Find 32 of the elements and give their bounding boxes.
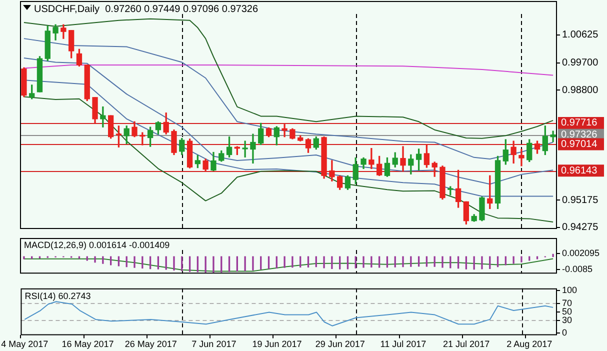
x-tick-label: 7 Jun 2017 — [192, 339, 236, 350]
y-tick-label: 50 — [562, 306, 572, 316]
x-tick-label: 2 Aug 2017 — [506, 339, 552, 350]
y-tick-label: 0.98800 — [562, 84, 599, 96]
ref-line-label: 0.97326 — [561, 130, 598, 141]
ref-line-label: 0.97716 — [561, 118, 598, 129]
y-tick-label: -0.0085 — [562, 264, 593, 274]
y-tick-label: 100 — [562, 285, 578, 296]
x-tick-label: 29 Jun 2017 — [315, 339, 365, 350]
chart-title: MACD(12,26,9) 0.001614 -0.001409 — [24, 240, 170, 250]
y-tick-label: 0.95175 — [562, 194, 599, 206]
x-tick-label: 21 Jul 2017 — [443, 339, 490, 350]
ref-line-label: 0.97014 — [561, 139, 598, 150]
x-tick-label: 16 May 2017 — [62, 339, 114, 350]
y-tick-label: 0 — [562, 328, 568, 338]
x-tick-label: 11 Jul 2017 — [380, 339, 426, 350]
y-tick-label: 1.00625 — [562, 30, 599, 41]
candlestick — [550, 130, 556, 142]
y-tick-label: 30 — [562, 314, 572, 325]
y-tick-label: 0.99700 — [562, 58, 599, 69]
candlestick — [518, 148, 524, 166]
x-tick-label: 26 May 2017 — [124, 339, 177, 350]
ref-line-label: 0.96143 — [561, 165, 598, 176]
x-tick-label: 19 Jun 2017 — [252, 339, 302, 350]
candlestick — [242, 140, 248, 158]
y-tick-label: 70 — [562, 298, 572, 308]
chart-title: RSI(14) 60.2743 — [24, 290, 91, 301]
chart-title: USDCHF,Daily 0.97260 0.97449 0.97096 0.97326 — [34, 4, 258, 15]
candlestick — [282, 124, 288, 138]
y-tick-label: 0.002095 — [562, 248, 600, 258]
x-tick-label: 4 May 2017 — [1, 339, 48, 350]
y-tick-label: 0.94275 — [562, 222, 599, 234]
